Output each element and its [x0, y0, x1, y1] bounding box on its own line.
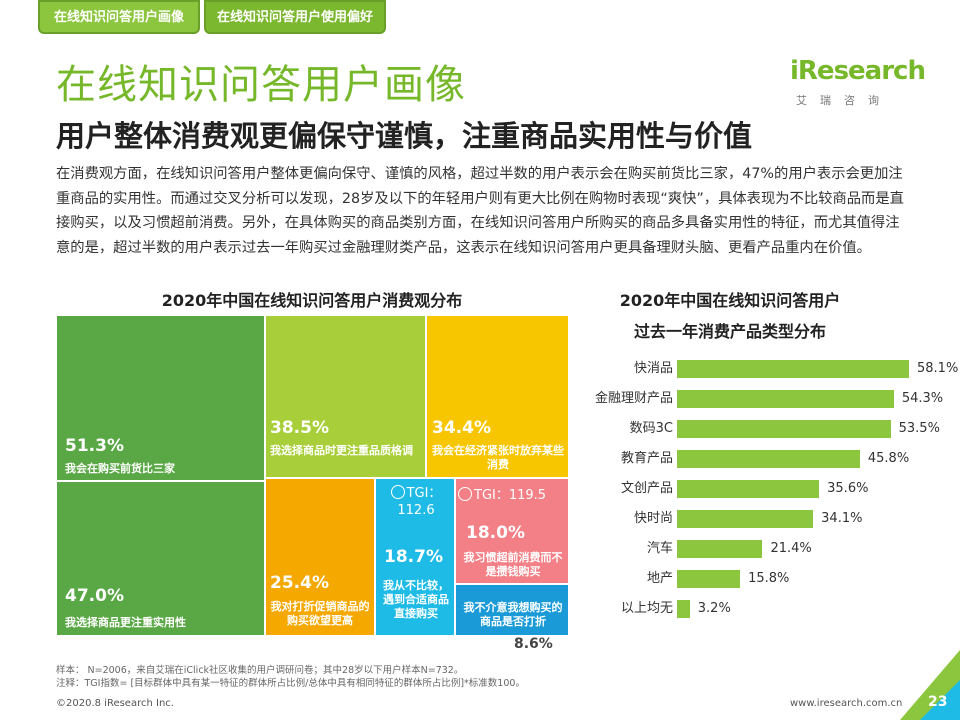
bar: [677, 480, 820, 498]
logo-name: iResearch: [790, 56, 926, 86]
body-paragraph: 在消费观方面，在线知识问答用户整体更偏向保守、谨慎的风格，超过半数的用户表示会在…: [56, 166, 904, 256]
bar-chart: 快消品 58.1% 金融理财产品 54.3% 数码3C 53.5% 教育产品 45.8% 文创产…: [575, 350, 960, 630]
treemap-pct: 38.5%: [270, 418, 329, 438]
treemap-label: 我选择商品时更注重品质格调: [270, 444, 413, 457]
treemap-label: 我从不比较，遇到合适商品直接购买: [383, 579, 449, 620]
treemap-block-compare: 51.3% 我会在购买前货比三家: [56, 315, 265, 481]
treemap-block-practical: 47.0% 我选择商品更注重实用性: [56, 481, 265, 636]
bar: [677, 420, 891, 438]
treemap-block-overspend: TGI：119.5 18.0% 我习惯超前消费而不是攒钱购买: [455, 478, 569, 584]
bar-row: 以上均无 3.2%: [575, 598, 960, 620]
bar: [677, 570, 741, 588]
bar-category-label: 快消品: [633, 361, 673, 376]
bar: [677, 540, 763, 558]
treemap-block-saving: 34.4% 我会在经济紧张时放弃某些消费: [426, 315, 569, 478]
bar-row: 快时尚 34.1%: [575, 508, 960, 530]
bar-value-label: 58.1%: [917, 361, 959, 376]
bar-category-label: 快时尚: [633, 511, 673, 526]
copyright: ©2020.8 iResearch Inc.: [56, 698, 174, 709]
bar-row: 快消品 58.1%: [575, 358, 960, 380]
bar-chart-title-line2: 过去一年消费产品类型分布: [633, 322, 826, 341]
smiley-icon: [458, 487, 472, 501]
treemap-label: 我对打折促销商品的购买欲望更高: [270, 600, 370, 627]
treemap-label: 我会在购买前货比三家: [65, 462, 175, 475]
bar-value-label: 53.5%: [898, 421, 940, 436]
bar-value-label: 3.2%: [697, 601, 731, 616]
treemap-tgi: TGI：112.6: [380, 485, 452, 519]
logo-sub: 艾瑞咨询: [796, 94, 892, 107]
treemap-block-direct-buy: TGI：112.6 18.7% 我从不比较，遇到合适商品直接购买: [375, 478, 455, 636]
bar: [677, 390, 894, 408]
bar-row: 金融理财产品 54.3%: [575, 388, 960, 410]
bar-category-label: 文创产品: [620, 481, 673, 496]
bar-category-label: 地产: [646, 571, 673, 586]
treemap-title: 2020年中国在线知识问答用户消费观分布: [161, 291, 463, 310]
page-number: 23: [928, 694, 948, 710]
bar-value-label: 35.6%: [827, 481, 869, 496]
treemap-pct: 18.7%: [384, 547, 443, 567]
bar-chart-title-line1: 2020年中国在线知识问答用户: [619, 291, 841, 310]
bar-category-label: 汽车: [646, 541, 673, 556]
bar-row: 文创产品 35.6%: [575, 478, 960, 500]
bar-row: 地产 15.8%: [575, 568, 960, 590]
treemap-pct: 51.3%: [65, 436, 124, 456]
bar-value-label: 54.3%: [901, 391, 944, 406]
treemap-label: 我习惯超前消费而不是攒钱购买: [463, 551, 563, 578]
treemap-tgi: TGI：119.5: [458, 487, 568, 504]
treemap-pct: 18.0%: [466, 523, 525, 543]
bar: [677, 600, 690, 618]
treemap-pct: 34.4%: [432, 418, 491, 438]
bar-category-label: 以上均无: [620, 601, 673, 616]
tab-user-profile[interactable]: 在线知识问答用户画像: [38, 0, 200, 34]
bar: [677, 360, 909, 378]
bar-value-label: 21.4%: [770, 541, 812, 556]
bar: [677, 450, 860, 468]
website-link[interactable]: www.iresearch.com.cn: [790, 698, 903, 709]
treemap-pct: 47.0%: [65, 586, 124, 606]
bar-value-label: 34.1%: [821, 511, 863, 526]
corner-decoration: [900, 650, 960, 720]
page-subtitle: 用户整体消费观更偏保守谨慎，注重商品实用性与价值: [56, 119, 753, 153]
treemap-pct-outside: 8.6%: [514, 636, 553, 652]
treemap-label: 我选择商品更注重实用性: [65, 616, 186, 629]
bar-row: 数码3C 53.5%: [575, 418, 960, 440]
bar-category-label: 教育产品: [620, 451, 673, 466]
bar-row: 汽车 21.4%: [575, 538, 960, 560]
bar-category-label: 数码3C: [629, 421, 673, 436]
page-title: 在线知识问答用户画像: [56, 62, 466, 108]
bar-category-label: 金融理财产品: [594, 391, 673, 406]
sample-note: 样本： N=2006，来自艾瑞在iClick社区收集的用户调研问卷；其中28岁以…: [56, 665, 464, 676]
bar-value-label: 45.8%: [867, 451, 910, 466]
treemap-label: 我会在经济紧张时放弃某些消费: [432, 444, 564, 471]
treemap-block-no-discount-care: 我不介意我想购买的商品是否打折: [455, 584, 569, 636]
tgi-note: 注释：TGI指数= [目标群体中具有某一特征的群体所占比例/总体中具有相同特征的…: [56, 678, 525, 689]
treemap-block-quality: 38.5% 我选择商品时更注重品质格调: [265, 315, 426, 478]
bar-row: 教育产品 45.8%: [575, 448, 960, 470]
iresearch-logo: iResearch 艾瑞咨询: [788, 56, 926, 112]
bar: [677, 510, 814, 528]
treemap-pct: 25.4%: [270, 573, 329, 593]
treemap-block-discount: 25.4% 我对打折促销商品的购买欲望更高: [265, 478, 375, 636]
treemap-label: 我不介意我想购买的商品是否打折: [463, 601, 563, 628]
smiley-icon: [390, 485, 405, 499]
bar-value-label: 15.8%: [748, 571, 790, 586]
tab-user-preference[interactable]: 在线知识问答用户使用偏好: [204, 0, 386, 34]
